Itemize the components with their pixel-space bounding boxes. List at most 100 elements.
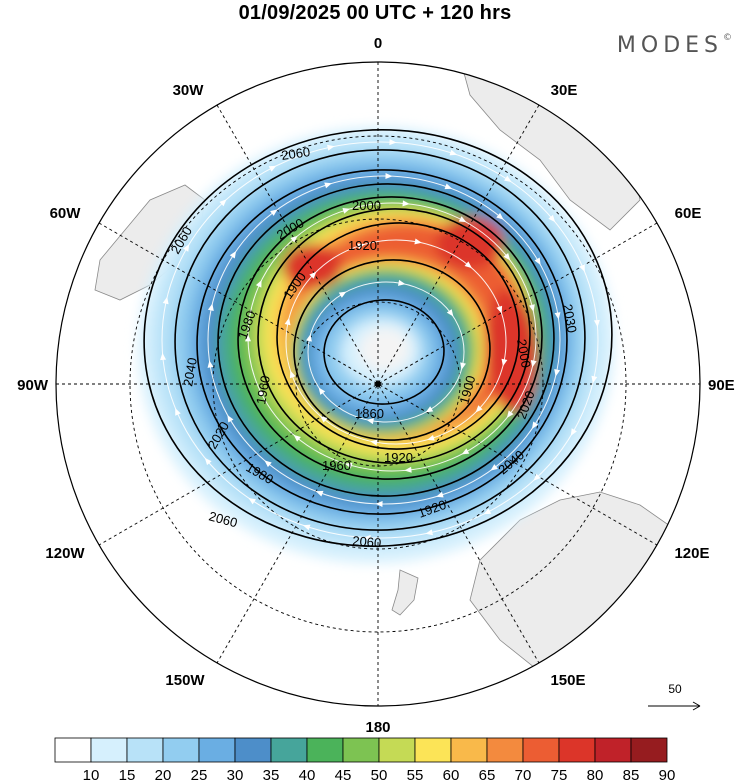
wind-arrowhead xyxy=(175,408,181,416)
colorbar-swatch xyxy=(54,737,92,763)
colorbar-tick-label: 70 xyxy=(515,767,532,782)
south-pole-marker xyxy=(375,381,381,387)
wind-arrowhead xyxy=(324,182,332,189)
wind-arrowhead xyxy=(370,439,378,446)
longitude-labels: 0 30E 60E 90E 120E 150E 180 150W 120W 90… xyxy=(17,35,735,736)
wind-arrowhead xyxy=(458,216,467,223)
lon-label-120w: 120W xyxy=(45,545,85,562)
contour-label: 2060 xyxy=(352,533,382,550)
contour-label: 2060 xyxy=(280,144,311,163)
wind-arrowhead xyxy=(229,251,237,259)
brand-copyright-mark: © xyxy=(723,33,732,43)
colorbar-swatch xyxy=(558,737,596,763)
brand-logo: MODES© xyxy=(617,33,732,58)
contour-label: 1960 xyxy=(253,374,273,405)
colorbar: 10 15 20 25 30 35 40 45 50 55 60 65 70 75 80 85 90 xyxy=(54,737,676,782)
lon-label-30w: 30W xyxy=(173,82,205,99)
wind-arrowhead xyxy=(389,139,397,146)
lon-label-90e: 90E xyxy=(708,377,735,394)
wind-arrowhead xyxy=(506,410,514,418)
lon-label-150e: 150E xyxy=(550,672,585,689)
wind-arrowhead xyxy=(570,428,577,436)
colorbar-swatch xyxy=(414,737,452,763)
colorbar-swatch xyxy=(198,737,236,763)
wind-arrowhead xyxy=(245,334,252,342)
wind-arrowhead xyxy=(204,457,212,466)
wind-arrowhead xyxy=(162,296,169,305)
wind-arrowhead xyxy=(344,462,353,469)
map-title: 01/09/2025 00 UTC + 120 hrs xyxy=(238,2,512,24)
colorbar-swatch xyxy=(90,737,128,763)
wind-arrowhead xyxy=(207,360,214,368)
contour-label: 1960 xyxy=(322,458,351,473)
wind-arrowhead xyxy=(248,497,256,505)
wind-arrowhead xyxy=(385,173,393,180)
wind-arrowhead xyxy=(530,360,537,368)
colorbar-tick-label: 65 xyxy=(479,767,496,782)
wind-arrowhead xyxy=(375,500,383,507)
wind-arrowhead xyxy=(366,418,374,425)
wind-arrowhead xyxy=(548,214,556,223)
wind-arrowhead xyxy=(320,415,328,423)
wind-arrowhead xyxy=(227,414,234,423)
wind-arrowhead xyxy=(284,317,291,326)
height-contours xyxy=(143,129,613,547)
wind-arrowhead xyxy=(554,312,561,320)
lon-label-180: 180 xyxy=(365,719,390,736)
brand-name: MODES xyxy=(616,33,723,58)
wind-arrowhead xyxy=(357,243,365,250)
wind-arrowhead xyxy=(414,238,422,245)
lon-label-60e: 60E xyxy=(675,205,702,222)
wind-streamlines xyxy=(161,141,599,539)
colorbar-swatch xyxy=(630,737,668,763)
wind-arrowhead xyxy=(183,244,190,252)
wind-arrowhead xyxy=(255,280,262,288)
wind-reference-label: 50 xyxy=(668,682,682,696)
colorbar-tick-label: 75 xyxy=(551,767,568,782)
colorbar-swatch xyxy=(522,737,560,763)
wind-reference-arrowhead xyxy=(692,701,701,711)
contour-label: 2000 xyxy=(514,338,534,369)
wind-arrowhead xyxy=(436,491,444,498)
wind-arrowhead xyxy=(427,434,435,441)
wind-arrowhead xyxy=(342,208,351,214)
wind-arrowhead xyxy=(289,370,296,379)
wind-arrowhead xyxy=(259,389,266,397)
wind-arrowhead xyxy=(290,235,298,243)
colorbar-swatch xyxy=(450,737,488,763)
colorbar-swatch xyxy=(378,737,416,763)
wind-arrowhead xyxy=(315,490,324,497)
wind-arrowhead xyxy=(531,421,539,429)
colorbar-tick-label: 30 xyxy=(227,767,244,782)
colorbar-tick-label: 15 xyxy=(119,767,136,782)
wind-arrowhead xyxy=(483,508,492,515)
map-boundary xyxy=(55,61,701,707)
wind-reference: 50 xyxy=(648,682,701,711)
wind-arrowhead xyxy=(293,434,301,442)
colorbar-tick-label: 10 xyxy=(83,767,100,782)
wind-arrowhead xyxy=(398,279,406,286)
wind-arrowhead xyxy=(207,303,214,311)
wind-arrowhead xyxy=(402,200,410,207)
colorbar-swatch xyxy=(342,737,380,763)
contour-label: 1920 xyxy=(348,238,377,253)
wind-arrowhead xyxy=(503,252,511,261)
colorbar-tick-label: 20 xyxy=(155,767,172,782)
wind-arrowhead xyxy=(363,534,371,541)
colorbar-swatch xyxy=(270,737,308,763)
wind-arrowhead xyxy=(327,144,335,151)
wind-arrowhead xyxy=(268,165,277,172)
colorbar-swatch xyxy=(126,737,164,763)
colorbar-tick-label: 50 xyxy=(371,767,388,782)
wind-arrowhead xyxy=(464,261,472,269)
colorbar-swatch xyxy=(234,737,272,763)
colorbar-tick-label: 90 xyxy=(659,767,676,782)
contour-label: 1900 xyxy=(456,374,478,406)
landmass-new-zealand xyxy=(391,569,419,616)
wind-arrowhead xyxy=(425,406,434,413)
colorbar-tick-label: 45 xyxy=(335,767,352,782)
lon-label-0: 0 xyxy=(374,35,382,52)
colorbar-tick-label: 60 xyxy=(443,767,460,782)
wind-arrowhead xyxy=(160,352,167,361)
